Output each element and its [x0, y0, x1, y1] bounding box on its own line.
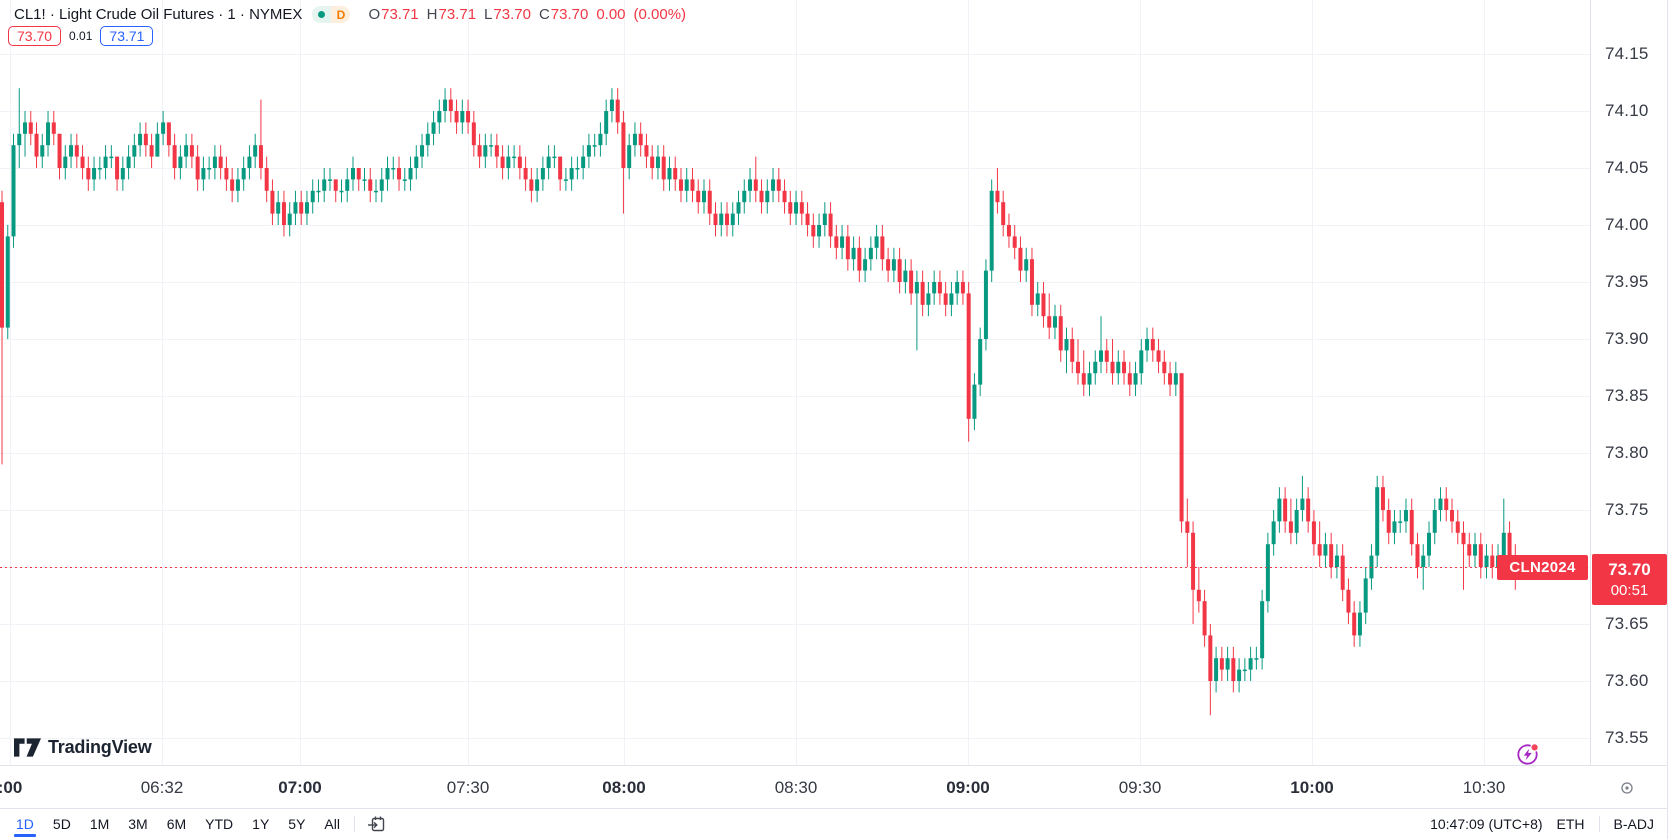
time-axis-label: 10:30 [1462, 777, 1506, 797]
session-eth-button[interactable]: ETH [1556, 816, 1585, 832]
range-button-6m[interactable]: 6M [166, 816, 187, 832]
chart-plot-area[interactable]: CL1! · Light Crude Oil Futures · 1 · NYM… [0, 0, 1590, 765]
calendar-goto-date-icon [367, 816, 385, 831]
close-value: 73.70 [550, 6, 589, 23]
range-button-5y[interactable]: 5Y [288, 816, 306, 832]
tradingview-logo-icon [14, 738, 41, 757]
price-axis-label: 74.15 [1605, 44, 1649, 63]
market-open-dot-icon [312, 6, 332, 23]
range-button-all[interactable]: All [324, 816, 340, 832]
price-axis-label: 73.65 [1605, 614, 1649, 633]
high-value: 73.71 [438, 6, 477, 23]
daily-interval-badge: D [331, 6, 351, 23]
range-button-5d[interactable]: 5D [52, 816, 71, 832]
server-clock[interactable]: 10:47:09 (UTC+8) [1430, 816, 1543, 832]
time-axis-label: 07:30 [446, 777, 490, 797]
close-label: C [538, 6, 550, 23]
price-axis-label: 73.60 [1605, 671, 1649, 690]
tradingview-logo[interactable]: TradingView [14, 737, 152, 758]
range-button-3m[interactable]: 3M [128, 816, 148, 832]
price-axis-label: 73.85 [1605, 386, 1649, 405]
low-label: L [484, 6, 493, 23]
ohlc-values: O 73.71 H 73.71 L 73.70 C 73.70 0.00 (0.00%) [368, 6, 686, 23]
candlestick-chart-pane[interactable] [0, 0, 1590, 765]
toolbar-divider [1598, 816, 1600, 832]
time-axis-label: 10:00 [1290, 777, 1334, 797]
time-axis-label: 07:00 [278, 777, 322, 797]
price-axis[interactable]: 73.55 73.60 73.65 73.70 73.75 73.80 73.85 73.90… [1590, 0, 1667, 765]
last-price-value: 73.70 [1608, 559, 1651, 579]
price-axis-label: 73.95 [1605, 272, 1649, 291]
sell-price-button[interactable]: 73.70 [8, 26, 62, 46]
back-adjust-button[interactable]: B-ADJ [1613, 816, 1654, 832]
time-axis[interactable]: :00 06:32 07:00 07:30 08:00 08:30 09:00 09:30 10… [0, 765, 1667, 809]
range-button-1d[interactable]: 1D [14, 809, 36, 839]
time-axis-label: 09:00 [946, 777, 990, 797]
toolbar-divider [353, 816, 355, 832]
bid-ask-row: 73.70 0.01 73.71 [8, 26, 154, 46]
price-axis-label: 73.80 [1605, 443, 1649, 462]
time-axis-label: 08:00 [602, 777, 646, 797]
open-value: 73.71 [381, 6, 419, 23]
time-axis-label: 08:30 [774, 777, 818, 797]
contract-price-tag[interactable]: CLN2024 [1497, 555, 1588, 580]
flash-trading-icon[interactable] [1514, 740, 1542, 773]
buy-price-button[interactable]: 73.71 [100, 26, 154, 46]
goto-date-button[interactable] [367, 809, 386, 839]
range-button-1y[interactable]: 1Y [252, 816, 270, 832]
change-value: 0.00 [596, 6, 626, 23]
open-label: O [368, 6, 381, 23]
price-axis-label: 74.05 [1605, 158, 1649, 177]
low-value: 73.70 [493, 6, 531, 23]
market-status-pill[interactable]: D [312, 6, 351, 23]
price-axis-label: 74.00 [1605, 215, 1649, 234]
range-button-ytd[interactable]: YTD [205, 816, 234, 832]
spread-value: 0.01 [69, 29, 93, 43]
price-axis-label: 73.75 [1605, 500, 1649, 519]
time-axis-label: :00 [0, 777, 23, 797]
price-axis-label: 73.55 [1605, 728, 1649, 747]
tradingview-logo-text: TradingView [48, 737, 152, 757]
time-axis-label: 09:30 [1118, 777, 1162, 797]
date-range-switcher: 1D 5D 1M 3M 6M YTD 1Y 5Y All [14, 809, 342, 839]
symbol-title[interactable]: CL1! · Light Crude Oil Futures · 1 · NYM… [14, 6, 303, 23]
range-button-1m[interactable]: 1M [89, 816, 110, 832]
symbol-legend: CL1! · Light Crude Oil Futures · 1 · NYM… [14, 6, 686, 23]
high-label: H [426, 6, 438, 23]
grid-lines [0, 0, 1590, 765]
toolbar-right-group: 10:47:09 (UTC+8) ETH B-ADJ [1430, 809, 1654, 839]
change-percent-value: (0.00%) [633, 6, 687, 23]
price-axis-label: 74.10 [1605, 101, 1649, 120]
bottom-toolbar: 1D 5D 1M 3M 6M YTD 1Y 5Y All 10:47:09 (UTC+8) ET… [0, 808, 1667, 839]
last-price-axis-label: 73.70 00:51 [1592, 554, 1667, 605]
crosshair-target-icon[interactable] [1620, 781, 1634, 800]
candles-group [0, 88, 1518, 716]
bar-countdown: 00:51 [1610, 581, 1649, 599]
time-axis-label: 06:32 [140, 777, 184, 797]
price-axis-label: 73.90 [1605, 329, 1649, 348]
